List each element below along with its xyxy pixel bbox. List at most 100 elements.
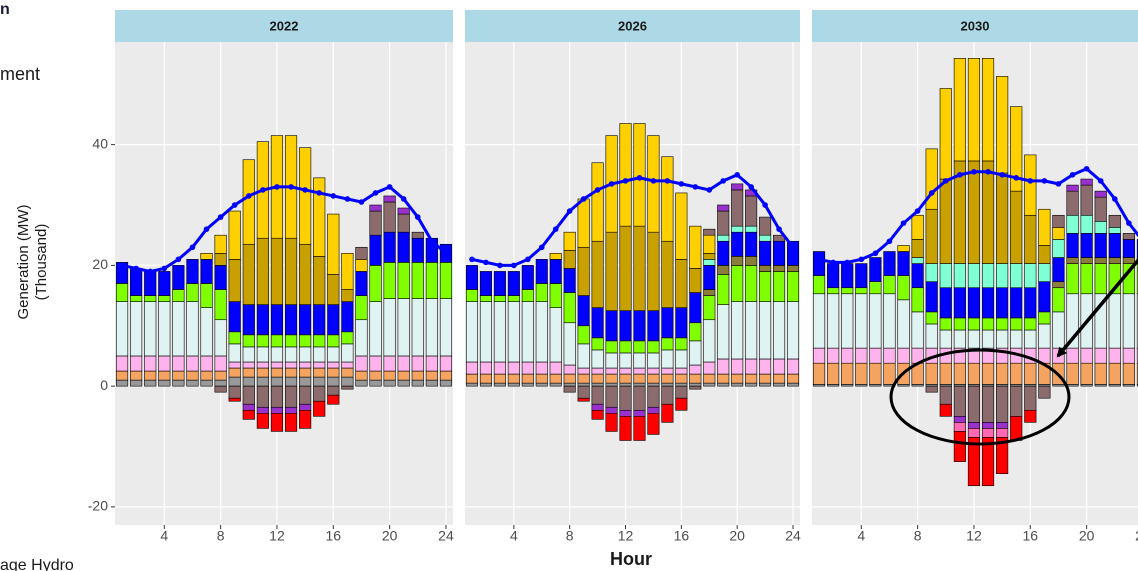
bar-segment	[577, 325, 590, 345]
demand-point	[147, 268, 154, 275]
bar-segment	[675, 192, 688, 260]
x-tick-label: 16	[674, 528, 690, 544]
bar-segment	[521, 382, 534, 387]
bar-segment	[745, 195, 758, 227]
bar-segment	[256, 237, 269, 305]
bar-segment	[186, 301, 199, 357]
bar-segment	[1108, 214, 1121, 228]
bar-segment	[341, 343, 354, 363]
demand-point	[552, 226, 559, 232]
bar-segment	[939, 317, 952, 331]
bar-segment	[1080, 184, 1093, 216]
bar-segment	[773, 271, 786, 302]
demand-point	[622, 178, 629, 184]
bar-segment	[981, 287, 995, 319]
bar-segment	[299, 361, 312, 369]
bar-segment	[633, 409, 646, 417]
bar-segment	[1024, 154, 1037, 216]
bar-segment	[731, 256, 744, 266]
bar-segment	[493, 373, 506, 384]
bar-segment	[397, 231, 410, 263]
bar-segment	[883, 251, 896, 276]
bar-segment	[897, 299, 910, 349]
cropped-text: n	[0, 1, 10, 18]
bar-segment	[786, 301, 800, 360]
bar-segment	[577, 343, 590, 369]
bar-segment	[355, 295, 368, 321]
bar-segment	[284, 346, 298, 363]
bar-segment	[786, 358, 800, 375]
bar-segment	[1094, 221, 1107, 234]
bar-segment	[675, 259, 688, 308]
bar-segment	[647, 340, 660, 354]
bar-segment	[1024, 287, 1037, 319]
bar-segment	[563, 382, 576, 387]
bar-segment	[675, 367, 688, 375]
demand-point	[608, 181, 615, 187]
bar-segment	[1024, 385, 1037, 411]
bar-segment	[717, 358, 730, 375]
bar-segment	[144, 295, 157, 302]
bar-segment	[967, 385, 981, 423]
bar-segment	[1080, 214, 1093, 234]
bar-segment	[144, 271, 157, 296]
bar-segment	[591, 382, 604, 387]
bar-segment	[786, 240, 800, 266]
bar-segment	[284, 367, 298, 378]
bar-segment	[341, 289, 354, 302]
bar-segment	[1038, 311, 1051, 325]
bar-segment	[186, 355, 199, 372]
bar-segment	[479, 382, 492, 387]
bar-segment	[647, 382, 660, 387]
bar-segment	[939, 88, 952, 180]
bar-segment	[439, 370, 453, 381]
bar-segment	[745, 358, 758, 375]
demand-point	[580, 196, 587, 202]
bar-segment	[439, 379, 453, 387]
x-tick-label: 20	[382, 528, 398, 544]
demand-point	[872, 250, 879, 257]
bar-segment	[661, 307, 674, 339]
bar-segment	[158, 295, 171, 302]
bar-segment	[745, 373, 758, 384]
bar-segment	[577, 295, 590, 327]
bar-segment	[327, 304, 340, 336]
bar-segment	[465, 301, 479, 363]
cropped-text: age Hydro	[0, 557, 74, 571]
facet-strip	[812, 10, 1138, 42]
bar-segment	[383, 201, 396, 233]
bar-segment	[200, 307, 213, 357]
bar-segment	[633, 310, 646, 342]
bar-segment	[897, 245, 910, 252]
bar-segment	[1066, 214, 1079, 234]
bar-segment	[827, 293, 840, 349]
bar-segment	[633, 373, 646, 384]
bar-segment	[411, 379, 424, 387]
bar-segment	[759, 373, 772, 384]
bar-segment	[327, 346, 340, 363]
bar-segment	[1094, 190, 1107, 198]
bar-segment	[745, 382, 758, 387]
bar-segment	[717, 234, 730, 242]
bar-segment	[465, 289, 479, 302]
bar-segment	[563, 373, 576, 384]
bar-segment	[1066, 190, 1079, 216]
bar-segment	[507, 271, 520, 296]
bar-segment	[535, 301, 548, 363]
bar-segment	[855, 287, 868, 295]
bar-segment	[996, 362, 1009, 385]
bar-segment	[327, 367, 340, 378]
bar-segment	[299, 346, 312, 363]
bar-segment	[1122, 347, 1135, 364]
bar-segment	[327, 274, 340, 305]
y-tick-label: 0	[100, 377, 108, 393]
bar-segment	[172, 289, 185, 302]
bar-segment	[703, 382, 716, 387]
bar-segment	[563, 322, 576, 366]
bar-segment	[1108, 362, 1121, 385]
bar-segment	[493, 295, 506, 302]
facet-title: 2022	[270, 18, 299, 33]
bar-segment	[773, 382, 786, 387]
bar-segment	[689, 225, 702, 269]
bar-segment	[425, 355, 438, 372]
